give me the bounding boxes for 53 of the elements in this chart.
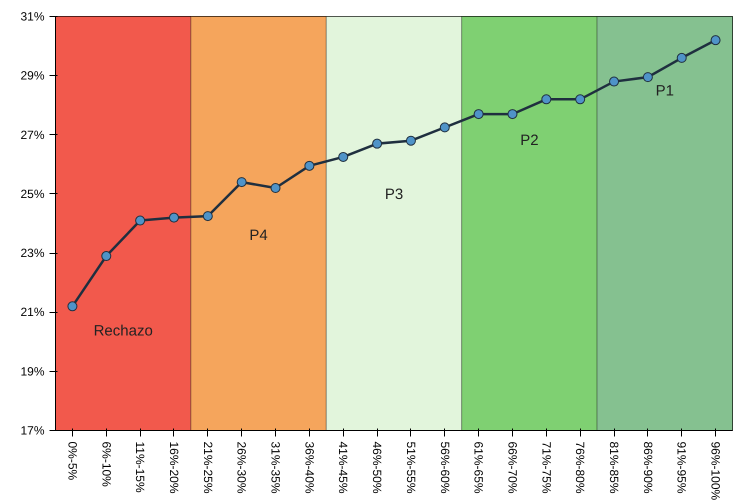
x-tick-label: 86%-90% [640,442,655,494]
band-label: P1 [656,82,674,100]
point [440,122,450,132]
point [507,109,518,120]
y-tick-label: 27% [20,128,45,142]
x-tick-label: 81%-85% [607,442,622,494]
band-label: P3 [384,186,404,203]
y-tick-label: 17% [20,424,45,438]
point [270,183,281,194]
band-label: P2 [520,132,539,149]
x-tick-label: 26%-30% [234,442,249,494]
band-label: Rechazo [94,322,153,340]
x-tick-label: 41%-45% [336,442,350,494]
point [541,94,552,104]
y-tick-label: 29% [20,68,45,83]
point [474,109,484,120]
x-tick-label: 51%-55% [404,442,418,494]
x-tick-label: 31%-35% [268,442,283,494]
x-tick-label: 66%-70% [505,442,520,494]
point [101,251,112,262]
point [372,138,382,149]
point [676,52,687,63]
point [135,216,146,226]
point [575,94,586,104]
x-tick-label: 46%-50% [370,442,384,494]
point [236,177,247,188]
band-label: P4 [249,227,268,244]
point [338,152,348,162]
x-tick-label: 56%-60% [438,442,452,494]
x-tick-label: 96%-100% [708,442,723,501]
x-tick-label: 6%-10% [99,442,114,488]
x-tick-label: 36%-40% [302,442,316,494]
point [304,160,314,171]
y-tick-label: 25% [20,186,45,201]
point [406,136,416,146]
point [642,72,653,82]
y-tick-label: 23% [20,246,45,260]
x-tick-label: 16%-20% [166,442,181,494]
point [202,211,213,222]
point [710,35,721,46]
point [67,301,78,312]
point [609,76,620,87]
x-tick-label: 91%-95% [674,442,689,494]
x-tick-label: 21%-25% [200,442,215,494]
x-tick-label: 76%-80% [573,442,588,494]
x-tick-label: 71%-75% [539,442,554,494]
x-tick-label: 11%-15% [133,442,148,493]
x-tick-label: 61%-65% [472,442,486,494]
y-tick-label: 19% [20,364,45,378]
point [168,212,179,223]
x-tick-label: 0%-5% [65,442,80,481]
y-tick-label: 21% [20,305,45,320]
y-tick-label: 31% [20,10,45,24]
